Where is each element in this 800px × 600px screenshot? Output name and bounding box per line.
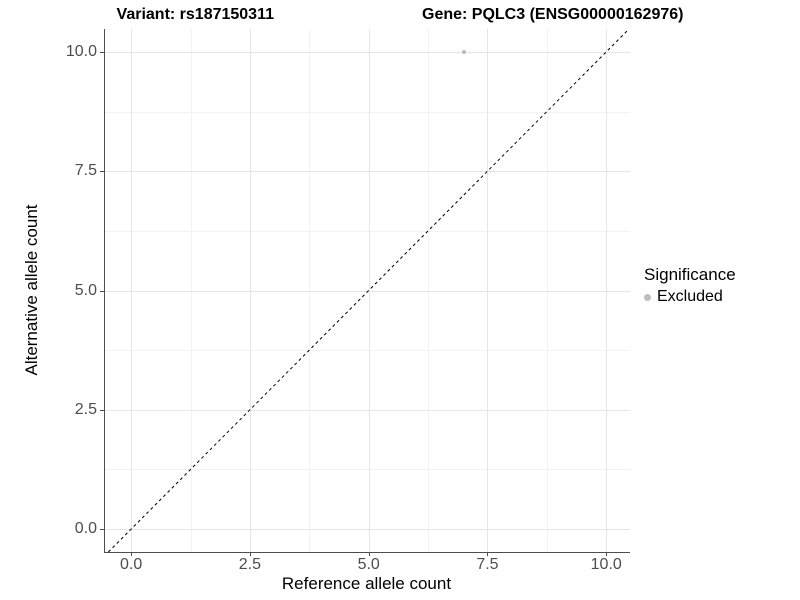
y-tick-label: 5.0	[74, 281, 97, 299]
legend-point-icon	[644, 293, 651, 301]
x-tick-label: 7.5	[476, 556, 499, 573]
data-point	[461, 49, 466, 54]
x-tick-label: 5.0	[357, 556, 380, 573]
legend-entry-excluded: Excluded	[644, 288, 736, 306]
gridline-y-major	[105, 409, 630, 411]
y-tick-mark	[100, 529, 104, 531]
y-tick-label: 10.0	[65, 42, 97, 60]
y-tick-mark	[100, 51, 104, 53]
x-tick-label: 10.0	[590, 556, 622, 573]
y-tick-label: 0.0	[74, 520, 97, 538]
plot-panel: 0.0 2.5 5.0 7.5 10.0 0.0 2.5 5.0 7.5 10.0	[66, 28, 630, 573]
x-tick-label: 2.5	[238, 556, 262, 573]
gridline-y-minor	[105, 350, 630, 352]
gridline-y-major	[105, 171, 630, 173]
x-tick-mark	[131, 552, 133, 556]
x-tick-mark	[368, 552, 370, 556]
y-tick-mark	[100, 409, 104, 411]
gridline-y-minor	[105, 469, 630, 471]
legend: Significance Excluded	[644, 265, 736, 306]
gridline-y-major	[105, 529, 630, 531]
y-tick-mark	[100, 290, 104, 292]
y-tick-label: 2.5	[74, 400, 97, 418]
y-tick-label: 7.5	[74, 162, 97, 180]
x-tick-mark	[249, 552, 251, 556]
gridline-y-major	[105, 51, 630, 53]
identity-line	[107, 28, 630, 553]
y-axis-title: Alternative allele count	[22, 204, 41, 376]
x-axis-title: Reference allele count	[281, 574, 452, 593]
legend-title: Significance	[644, 265, 736, 284]
plot-title-variant: Variant: rs187150311	[116, 6, 274, 23]
plot-title-gene: Gene: PQLC3 (ENSG00000162976)	[422, 6, 684, 23]
x-tick-label: 0.0	[120, 556, 143, 573]
legend-entry-label: Excluded	[657, 288, 723, 305]
x-tick-mark	[487, 552, 489, 556]
gridline-y-minor	[105, 230, 630, 232]
y-tick-mark	[100, 171, 104, 173]
plot-title: Variant: rs187150311 Gene: PQLC3 (ENSG00…	[0, 6, 800, 24]
x-tick-mark	[606, 552, 608, 556]
gridline-y-minor	[105, 111, 630, 113]
